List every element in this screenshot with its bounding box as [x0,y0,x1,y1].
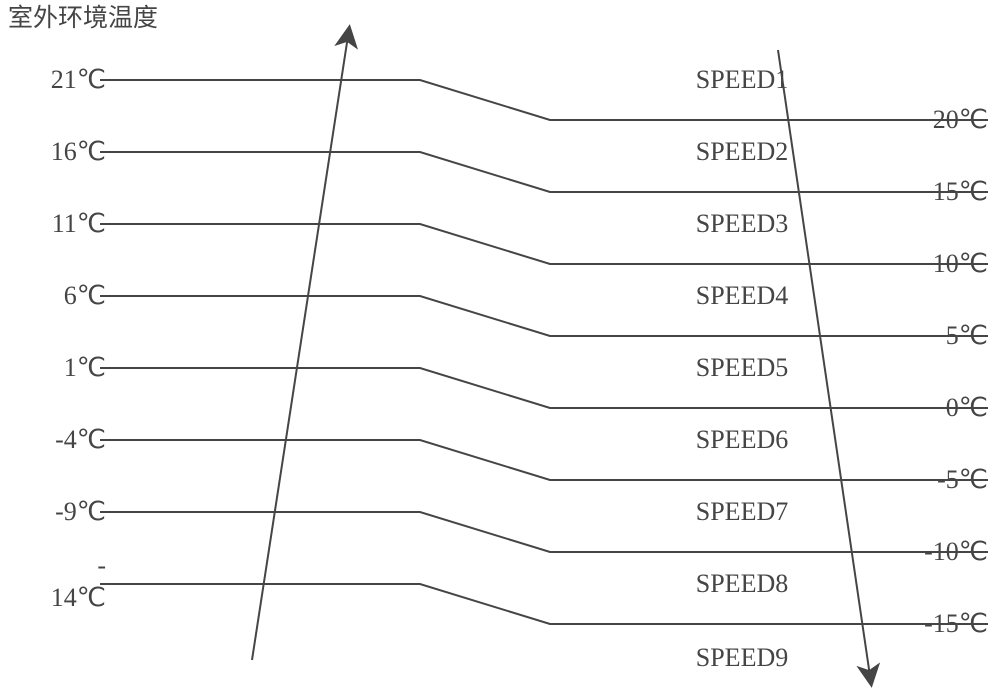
speed-label: SPEED5 [696,353,788,382]
right-temp-label: 10℃ [933,249,988,278]
speed-label: SPEED4 [696,281,788,310]
threshold-line [100,224,988,264]
right-temp-label: 20℃ [933,105,988,134]
left-temp-label: 14℃ [51,583,106,612]
right-temp-label: -5℃ [937,465,988,494]
threshold-line [100,296,988,336]
threshold-line [100,584,988,624]
speed-label: SPEED8 [696,569,788,598]
left-temp-label: 11℃ [52,209,106,238]
left-temp-label: - [97,551,106,580]
left-temp-label: 6℃ [64,281,106,310]
rising-arrow [252,36,348,660]
speed-label: SPEED9 [696,643,788,672]
speed-label: SPEED3 [696,209,788,238]
threshold-line [100,152,988,192]
falling-arrow [778,50,870,676]
left-temp-label: 16℃ [51,137,106,166]
speed-label: SPEED2 [696,137,788,166]
left-temp-label: 21℃ [51,65,106,94]
right-temp-label: 0℃ [946,393,988,422]
left-temp-label: -4℃ [55,425,106,454]
speed-label: SPEED1 [696,65,788,94]
hysteresis-diagram: 室外环境温度 21℃ 16℃ 11℃ 6℃ 1℃ -4℃ -9℃ - 14℃ 20℃ 15℃ 10℃ 5℃… [0,0,1000,692]
left-temp-label: -9℃ [55,497,106,526]
right-temp-label: 15℃ [933,177,988,206]
speed-label: SPEED6 [696,425,788,454]
threshold-line [100,368,988,408]
chart-title: 室外环境温度 [8,4,158,32]
left-temp-label: 1℃ [64,353,106,382]
threshold-line [100,440,988,480]
right-temp-label: 5℃ [946,321,988,350]
threshold-line [100,80,988,120]
right-temp-label: -10℃ [924,537,988,566]
speed-label: SPEED7 [696,497,788,526]
threshold-line [100,512,988,552]
right-temp-label: -15℃ [924,609,988,638]
